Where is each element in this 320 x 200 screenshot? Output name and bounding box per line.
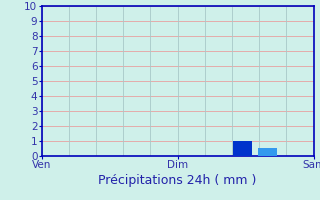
X-axis label: Précipitations 24h ( mm ): Précipitations 24h ( mm )	[99, 174, 257, 187]
Bar	[233, 141, 252, 156]
Bar	[258, 148, 277, 156]
